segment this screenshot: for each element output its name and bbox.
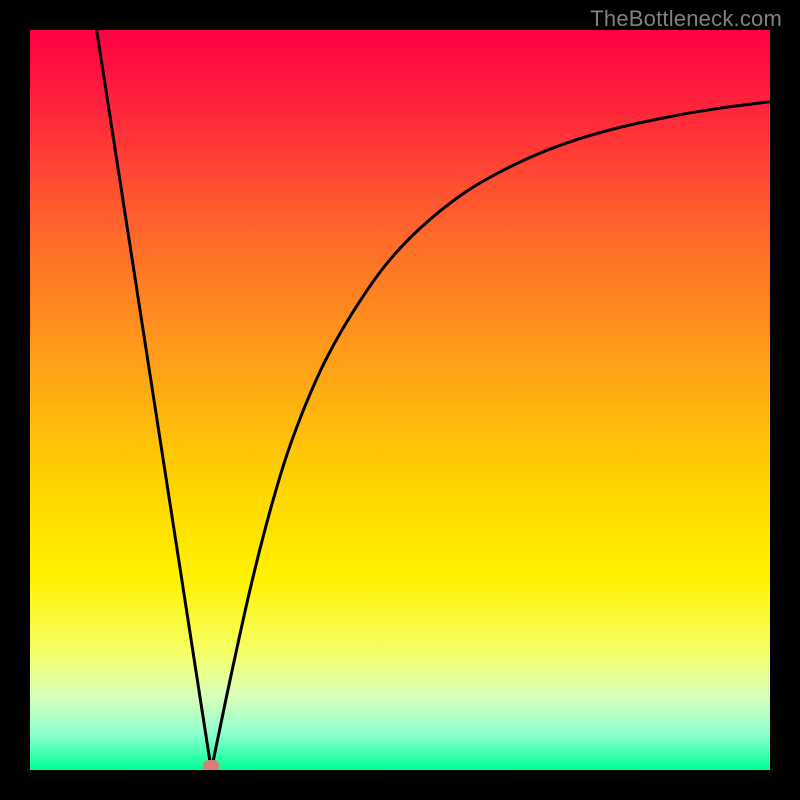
plot-svg: [30, 30, 770, 770]
chart-container: TheBottleneck.com: [0, 0, 800, 800]
watermark-text: TheBottleneck.com: [590, 6, 782, 32]
plot-area: [30, 30, 770, 770]
plot-background: [30, 30, 770, 770]
minimum-marker: [203, 760, 219, 770]
